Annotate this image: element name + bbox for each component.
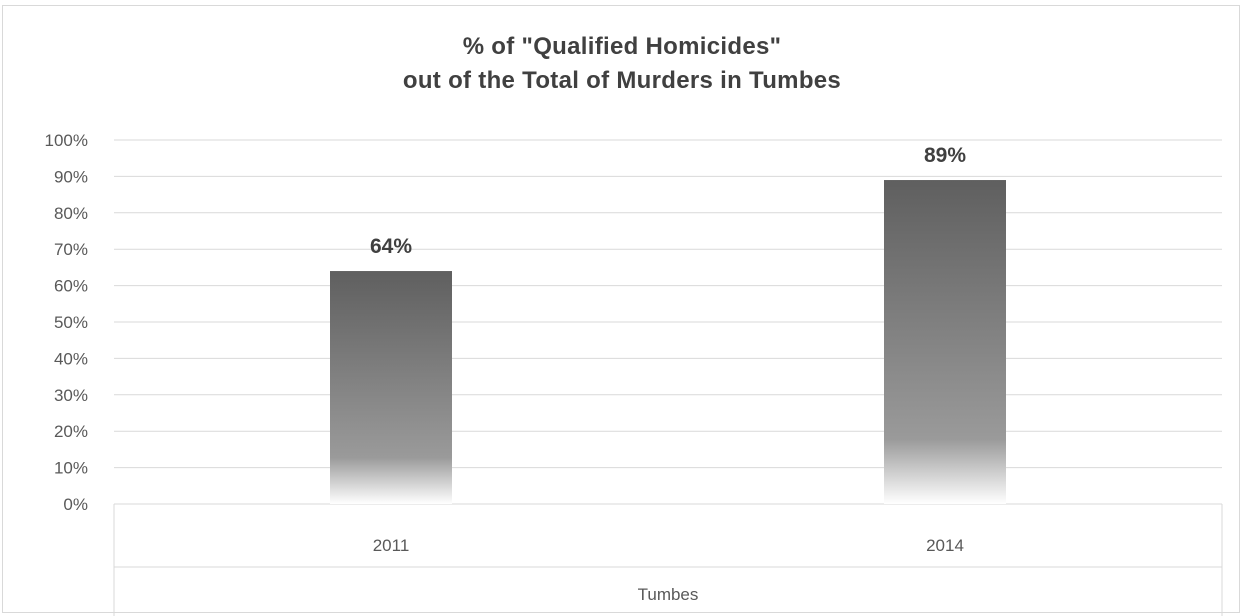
data-label: 89% xyxy=(924,144,966,167)
bar-2011 xyxy=(330,271,452,504)
chart-title-line-1: % of "Qualified Homicides" xyxy=(462,33,782,60)
data-label: 64% xyxy=(370,235,412,258)
bars xyxy=(330,180,1006,505)
y-tick-label: 80% xyxy=(54,204,88,223)
x-group-label: Tumbes xyxy=(638,585,699,604)
chart-frame xyxy=(2,5,1240,613)
y-tick-label: 0% xyxy=(63,495,88,514)
chart-title: % of "Qualified Homicides" out of the To… xyxy=(0,30,1244,98)
x-category-label: 2014 xyxy=(926,536,964,555)
y-tick-label: 70% xyxy=(54,240,88,259)
chart-title-line-2: out of the Total of Murders in Tumbes xyxy=(402,67,842,94)
y-tick-label: 30% xyxy=(54,386,88,405)
y-tick-label: 90% xyxy=(54,167,88,186)
y-tick-label: 10% xyxy=(54,459,88,478)
x-category-label: 2011 xyxy=(373,536,410,555)
y-tick-label: 60% xyxy=(54,277,88,296)
y-tick-label: 50% xyxy=(54,313,88,332)
y-tick-label: 100% xyxy=(45,131,88,150)
y-tick-label: 40% xyxy=(54,349,88,368)
labels: 0% 10% 20% 30% 40% 50% 60% 70% 80% 90% 100% 64% 2011… xyxy=(45,131,967,604)
bar-2014 xyxy=(884,180,1006,505)
axes xyxy=(113,504,1223,616)
y-tick-label: 20% xyxy=(54,422,88,441)
gridlines xyxy=(114,139,1222,505)
